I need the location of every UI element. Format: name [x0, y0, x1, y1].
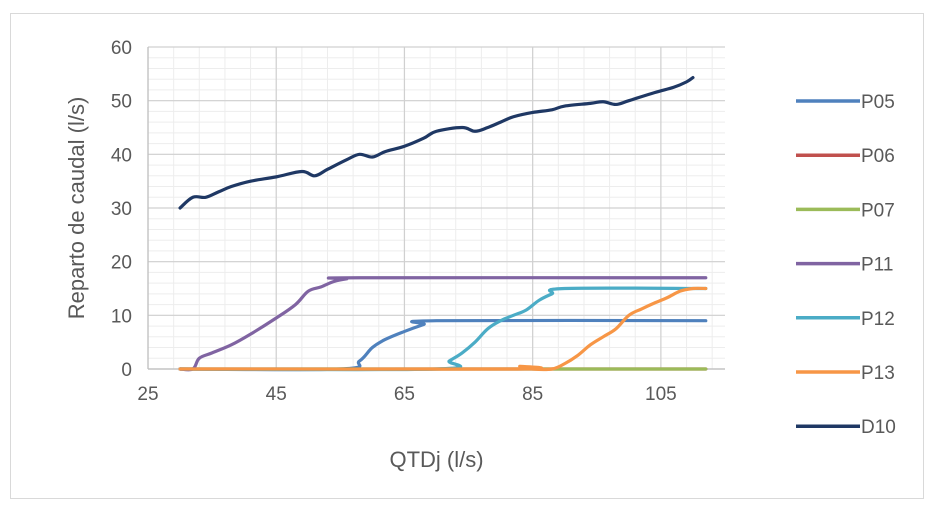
- legend-label-p13: P13: [861, 363, 895, 384]
- x-tick-label: 25: [137, 384, 158, 405]
- series-line-p11: [178, 276, 708, 372]
- x-tick-label: 105: [645, 384, 677, 405]
- x-axis-title: QTDj (l/s): [389, 447, 483, 472]
- y-axis-title: Reparto de caudal (l/s): [64, 97, 89, 320]
- y-tick-label: 40: [111, 145, 132, 166]
- series-line-p13: [178, 286, 708, 372]
- x-tick-label: 85: [522, 384, 543, 405]
- legend-label-p11: P11: [861, 255, 893, 276]
- tick-labels: 25 45 65 85 105 0 10 20 30 40 50 60: [111, 38, 677, 405]
- y-tick-label: 60: [111, 38, 132, 59]
- y-tick-label: 30: [111, 199, 132, 220]
- y-tick-label: 10: [111, 306, 132, 327]
- legend-label-p05: P05: [861, 92, 895, 113]
- y-tick-label: 0: [121, 360, 132, 381]
- legend-label-d10: D10: [861, 417, 896, 438]
- y-tick-label: 20: [111, 253, 132, 274]
- legend-label-p12: P12: [861, 309, 895, 330]
- series-lines: [178, 75, 708, 372]
- chart-area: [10, 13, 924, 499]
- series-line-d10: [178, 75, 695, 210]
- x-tick-label: 65: [394, 384, 415, 405]
- y-tick-label: 50: [111, 92, 132, 113]
- legend-label-p07: P07: [861, 200, 895, 221]
- legend-label-p06: P06: [861, 146, 895, 167]
- x-tick-label: 45: [266, 384, 287, 405]
- legend: P05 P06 P07 P11 P12 P13 D10: [796, 92, 896, 438]
